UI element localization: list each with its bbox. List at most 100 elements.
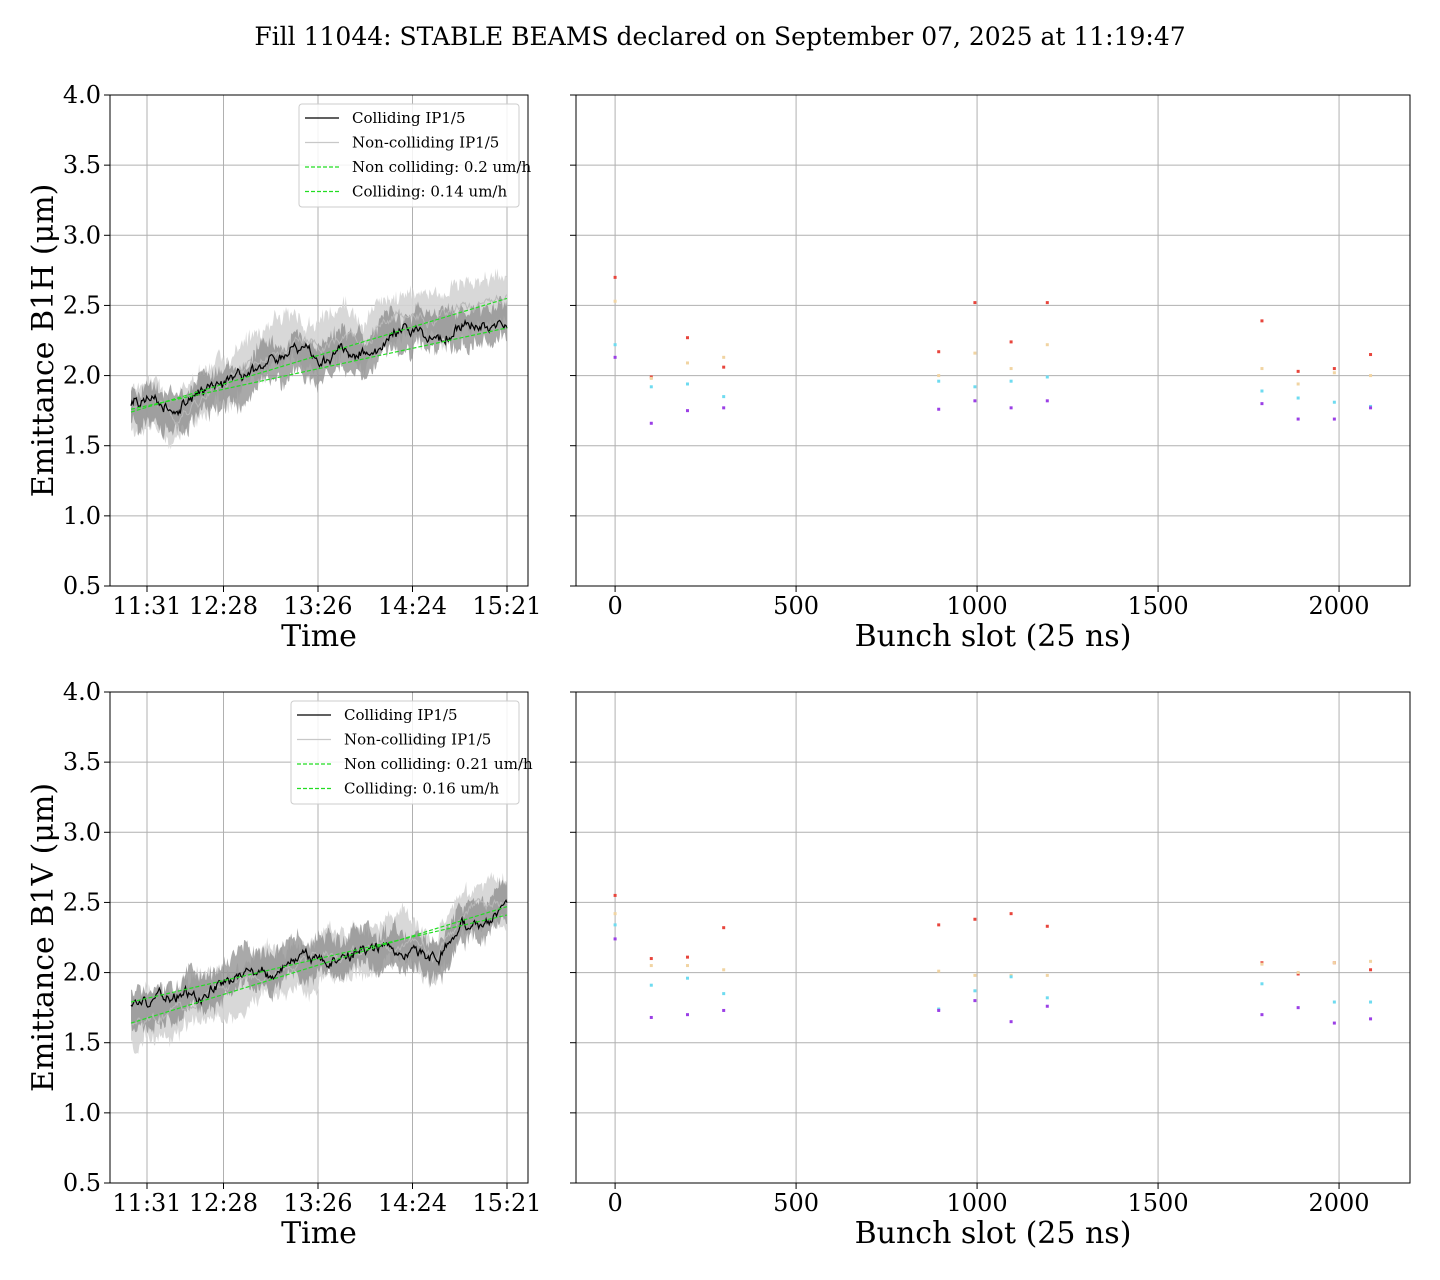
- scatter-point: [1296, 369, 1300, 373]
- y-axis-label: Emittance B1H (μm): [26, 184, 61, 498]
- y-axis-label: Emittance B1V (μm): [26, 783, 61, 1092]
- scatter-point: [613, 893, 617, 897]
- scatter-point: [613, 937, 617, 941]
- scatter-point: [1369, 959, 1373, 963]
- legend-label: Non colliding: 0.21 um/h: [344, 755, 533, 773]
- scatter-point: [1045, 924, 1049, 928]
- charts-layer: 0.5 1.0 1.5 2.0 2.5 3.0 3.5 4.0 11:31 12:28 13:26 1…: [26, 81, 1411, 1251]
- scatter-point: [613, 923, 617, 927]
- scatter-point: [613, 912, 617, 916]
- legend: Colliding IP1/5 Non-colliding IP1/5 Non co…: [298, 103, 531, 208]
- scatter-point: [937, 923, 941, 927]
- scatter-point: [1332, 1000, 1336, 1004]
- scatter-point: [1296, 396, 1300, 400]
- scatter-point: [1369, 374, 1373, 378]
- scatter-point: [1332, 961, 1336, 965]
- scatter-point: [722, 992, 726, 996]
- y-tick-label: 0.5: [63, 1169, 101, 1197]
- scatter-point: [649, 421, 653, 425]
- x-tick-label: 14:24: [378, 592, 447, 620]
- series-noncolliding-line: [130, 294, 508, 427]
- scatter-point: [1009, 975, 1013, 979]
- y-tick-label: 2.0: [63, 959, 101, 987]
- scatter-point: [937, 969, 941, 973]
- chart-b1h_time: 0.5 1.0 1.5 2.0 2.5 3.0 3.5 4.0 11:31 12:28 13:26 1…: [26, 81, 542, 654]
- scatter-point: [1332, 367, 1336, 371]
- fit-colliding-line: [130, 914, 508, 1003]
- y-tick-label: 3.0: [63, 818, 101, 846]
- scatter-point: [685, 409, 689, 413]
- scatter-point: [973, 999, 977, 1003]
- scatter-point: [1369, 1000, 1373, 1004]
- scatter-point: [1045, 399, 1049, 403]
- scatter-point: [1009, 367, 1013, 371]
- scatter-point: [722, 968, 726, 972]
- scatter-point: [722, 1008, 726, 1012]
- scatter-point: [685, 361, 689, 365]
- axes-frame: [109, 94, 529, 587]
- x-tick-label: 1500: [1128, 1189, 1189, 1217]
- legend-label: Colliding IP1/5: [352, 109, 466, 127]
- scatter-point: [1009, 1020, 1013, 1024]
- y-tick-label: 1.5: [63, 1029, 101, 1057]
- x-tick-label: 2000: [1309, 1189, 1370, 1217]
- scatter-point: [1296, 417, 1300, 421]
- scatter-point: [1045, 1004, 1049, 1008]
- scatter-point: [973, 351, 977, 355]
- scatter-point: [1332, 371, 1336, 375]
- scatter-point: [1260, 982, 1264, 986]
- scatter-point: [1045, 996, 1049, 1000]
- axes-frame: [575, 94, 1411, 587]
- x-tick-label: 11:31: [112, 592, 181, 620]
- scatter-point: [1369, 1017, 1373, 1021]
- axes-frame: [109, 691, 529, 1184]
- scatter-point: [649, 376, 653, 380]
- x-tick-label: 13:26: [283, 1189, 352, 1217]
- y-tick-label: 3.0: [63, 221, 101, 249]
- scatter-point: [937, 407, 941, 411]
- y-tick-label: 1.0: [63, 1099, 101, 1127]
- x-axis-label: Bunch slot (25 ns): [855, 619, 1132, 654]
- x-tick-label: 2000: [1309, 592, 1370, 620]
- scatter-point: [722, 355, 726, 359]
- scatter-point: [722, 395, 726, 399]
- scatter-point: [1296, 971, 1300, 975]
- x-tick-label: 1500: [1128, 592, 1189, 620]
- scatter-point: [1332, 400, 1336, 404]
- scatter-point: [973, 385, 977, 389]
- x-tick-label: 0: [607, 1189, 622, 1217]
- scatter-point: [1260, 367, 1264, 371]
- scatter-point: [685, 964, 689, 968]
- scatter-point: [649, 983, 653, 987]
- legend-label: Non-colliding IP1/5: [344, 731, 491, 749]
- scatter-point: [613, 275, 617, 279]
- scatter-point: [1045, 301, 1049, 305]
- scatter-point: [1260, 962, 1264, 966]
- scatter-point: [649, 964, 653, 968]
- scatter-point: [973, 989, 977, 993]
- scatter-point: [973, 917, 977, 921]
- scatter-point: [1260, 319, 1264, 323]
- scatter-point: [1296, 382, 1300, 386]
- scatter-point: [722, 406, 726, 410]
- scatter-point: [1369, 968, 1373, 972]
- scatter-point: [613, 343, 617, 347]
- x-tick-label: 12:28: [189, 592, 258, 620]
- scatter-point: [685, 1013, 689, 1017]
- y-tick-label: 1.5: [63, 432, 101, 460]
- x-tick-label: 15:21: [472, 592, 541, 620]
- legend-label: Colliding: 0.14 um/h: [352, 183, 507, 201]
- scatter-point: [1369, 406, 1373, 410]
- scatter-point: [649, 385, 653, 389]
- x-tick-label: 13:26: [283, 592, 352, 620]
- scatter-point: [973, 301, 977, 305]
- scatter-point: [937, 379, 941, 383]
- scatter-point: [1260, 1013, 1264, 1017]
- scatter-point: [1045, 973, 1049, 977]
- legend-label: Non colliding: 0.2 um/h: [352, 158, 531, 176]
- legend-label: Colliding: 0.16 um/h: [344, 780, 499, 798]
- scatter-point: [685, 336, 689, 340]
- chart-b1h_bunch: 0 500 1000 1500 2000 Bunch slot (25 ns): [570, 94, 1411, 654]
- y-tick-label: 2.5: [63, 291, 101, 319]
